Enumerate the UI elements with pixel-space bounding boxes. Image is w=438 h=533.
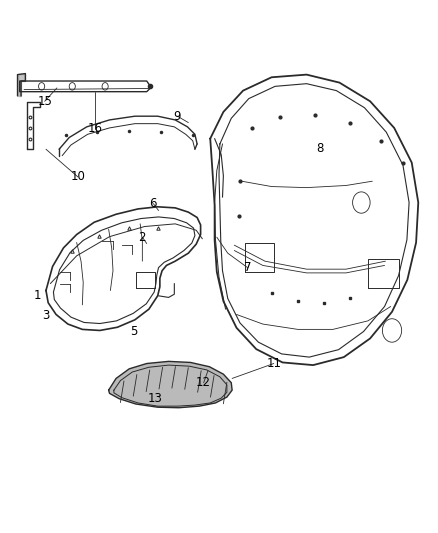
Text: 15: 15: [37, 95, 52, 108]
Text: 2: 2: [138, 231, 146, 244]
Polygon shape: [109, 361, 232, 408]
Text: 7: 7: [244, 261, 251, 274]
Text: 16: 16: [88, 123, 103, 135]
Text: 9: 9: [173, 110, 181, 123]
Text: 10: 10: [71, 171, 85, 183]
Text: 6: 6: [149, 197, 157, 210]
Polygon shape: [18, 74, 25, 96]
Text: 13: 13: [148, 392, 163, 405]
Text: 12: 12: [196, 376, 211, 389]
Text: 8: 8: [316, 142, 323, 155]
Text: 3: 3: [42, 309, 49, 322]
Text: 11: 11: [266, 357, 281, 370]
Text: 5: 5: [130, 325, 137, 338]
Text: 1: 1: [33, 289, 41, 302]
